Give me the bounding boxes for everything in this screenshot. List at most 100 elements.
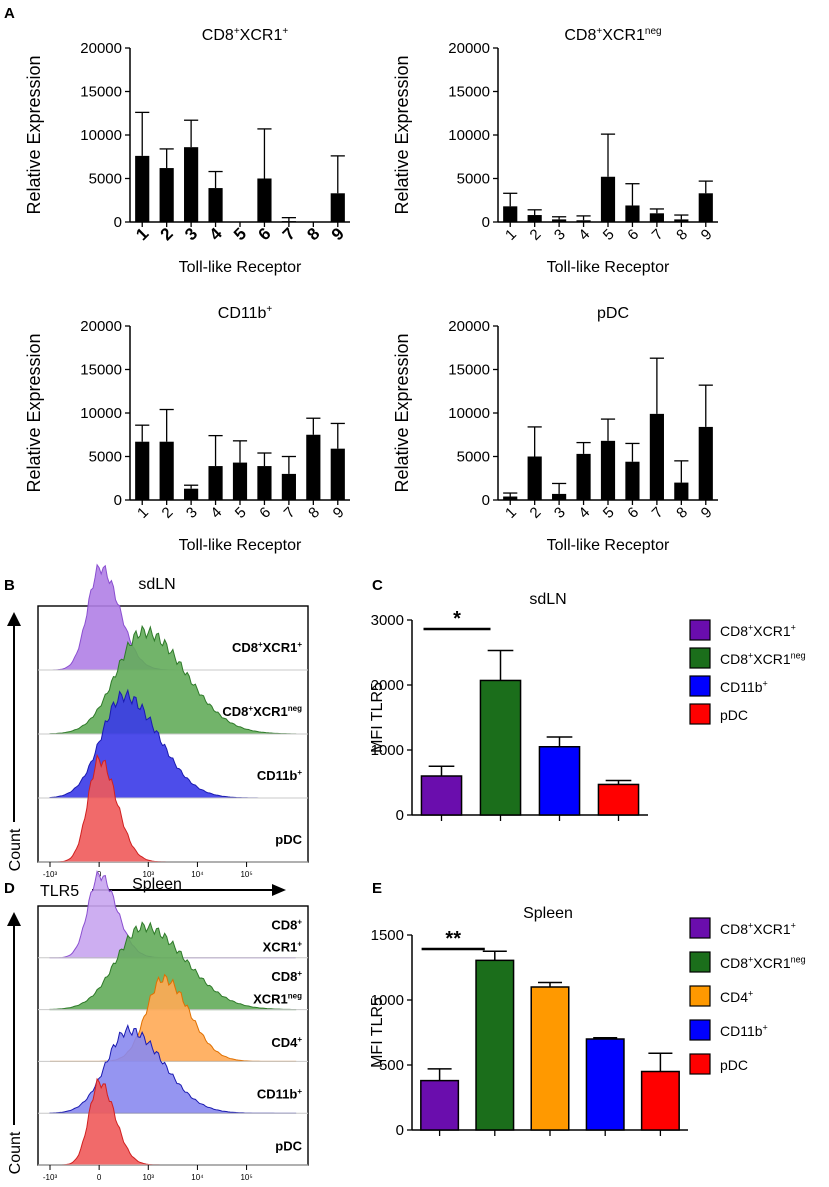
row-label: CD4+: [271, 1035, 302, 1050]
bar-9: [330, 448, 345, 500]
chart-title: sdLN: [529, 591, 566, 608]
x-tick-label: 4: [207, 504, 225, 522]
chart-title: pDC: [597, 305, 629, 322]
x-axis-label: Toll-like Receptor: [179, 259, 302, 276]
bar-8: [674, 219, 689, 222]
x-tick-label: 7: [281, 504, 299, 522]
bar-2: [530, 986, 570, 1131]
x-tick-label: 8: [673, 504, 691, 522]
x-tick-label: 5: [600, 504, 618, 522]
bar-3: [585, 1038, 625, 1131]
chart-title-main: CD11b: [218, 305, 267, 322]
row-label-sup: +: [297, 768, 302, 777]
bar-0: [420, 775, 463, 816]
x-tick-label: 10⁵: [240, 870, 252, 879]
x-tick-label: 9: [698, 226, 716, 244]
row-label-line2-main: XCR1: [263, 940, 298, 955]
y-tick-label: 1000: [371, 742, 404, 759]
chart-title-sup2: +: [282, 26, 288, 37]
legend-label-main2: XCR1: [753, 921, 791, 937]
histogram-curve-1: [49, 921, 297, 1011]
legend-swatch: [689, 1053, 711, 1075]
y-axis-label: MFI TLR5: [369, 997, 386, 1068]
bar-4: [640, 1070, 680, 1131]
legend-label-sup2: neg: [791, 955, 806, 965]
legend-label-sup: +: [748, 921, 753, 931]
legend-swatch: [689, 647, 711, 669]
x-tick-label: 6: [254, 224, 274, 244]
chart-title-sup: +: [596, 26, 602, 37]
row-label-sup: +: [258, 640, 263, 649]
legend-label-sup: +: [748, 955, 753, 965]
bar-2: [159, 168, 174, 222]
bar-3: [552, 493, 567, 500]
legend-label-main: pDC: [720, 707, 748, 723]
x-tick-label: 7: [649, 226, 667, 244]
x-tick-label: 10⁴: [191, 1173, 204, 1182]
chart-title: Spleen: [523, 905, 573, 922]
panel-label-e: E: [372, 880, 382, 897]
legend-swatch: [689, 619, 711, 641]
bar-3: [184, 488, 199, 500]
x-tick-label: 1: [502, 226, 520, 244]
count-label: Count: [7, 1131, 24, 1174]
y-tick-label: 10000: [80, 127, 122, 144]
bar-6: [625, 205, 640, 222]
bar-2: [527, 215, 542, 222]
y-tick-label: 5000: [89, 171, 122, 188]
chart-a4: pDC 0 5000 10000 15000 20000 1 2 3 4 5 6 7 8 9 Toll-lik…: [392, 305, 718, 554]
y-tick-label: 10000: [448, 405, 490, 422]
legend-label: CD4+: [720, 989, 753, 1005]
x-tick-label: 4: [575, 226, 593, 244]
legend-swatch: [689, 985, 711, 1007]
y-tick-label: 20000: [80, 40, 122, 57]
chart-title-main2: XCR1: [240, 27, 283, 44]
row-label: CD11b+: [257, 1087, 302, 1102]
histogram-title: sdLN: [138, 576, 175, 593]
bar-9: [698, 193, 713, 222]
tlr5-label: TLR5: [40, 883, 79, 900]
y-tick-label: 1000: [371, 992, 404, 1009]
legend-label-sup: +: [748, 651, 753, 661]
x-tick-label: 3: [551, 226, 569, 244]
x-tick-label: 2: [159, 504, 177, 522]
chart-title-sup2: neg: [645, 26, 662, 37]
bar-1: [475, 959, 515, 1131]
legend-label-sup: +: [748, 623, 753, 633]
chart-title-main: pDC: [597, 305, 629, 322]
x-tick-label: -10³: [43, 1173, 58, 1182]
x-axis-label: Toll-like Receptor: [547, 537, 670, 554]
chart-title-sup: +: [234, 26, 240, 37]
x-tick-label: 8: [673, 226, 691, 244]
y-axis-label: MFI TLR5: [369, 682, 386, 753]
row-label: CD8+XCR1+: [232, 640, 302, 655]
significance-label: *: [453, 608, 461, 630]
panel-label-c: C: [372, 577, 383, 594]
x-tick-label: 1: [134, 504, 152, 522]
y-tick-label: 0: [114, 214, 122, 231]
y-tick-label: 20000: [448, 318, 490, 335]
row-label-line2: XCR1+: [263, 940, 303, 955]
legend-label-sup: +: [748, 989, 753, 999]
y-axis-label: Relative Expression: [392, 333, 412, 492]
row-label-main2: XCR1: [253, 704, 288, 719]
x-tick-label: 0: [97, 1173, 102, 1182]
bar-0: [420, 1079, 460, 1131]
y-tick-label: 20000: [448, 40, 490, 57]
legend-swatch: [689, 917, 711, 939]
bar-3: [184, 147, 199, 222]
count-label: Count: [7, 828, 24, 871]
chart-a2: CD8+XCR1neg 0 5000 10000 15000 20000 1 2 3 4 5 6 7 8 9…: [392, 26, 718, 276]
chart-title-main: CD8: [564, 27, 596, 44]
legend-label: CD8+XCR1+: [720, 921, 796, 937]
chart-title-main2: XCR1: [602, 27, 645, 44]
bar-8: [674, 482, 689, 500]
y-tick-label: 5000: [457, 171, 490, 188]
x-tick-label: 10⁵: [240, 1173, 252, 1182]
row-label-main: CD11b: [257, 768, 298, 783]
